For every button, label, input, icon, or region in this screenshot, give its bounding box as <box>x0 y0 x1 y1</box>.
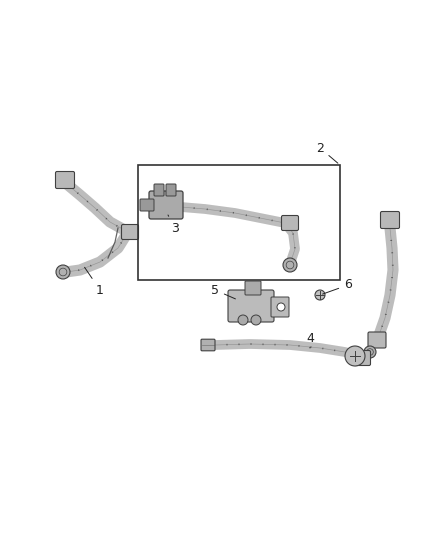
FancyBboxPatch shape <box>166 184 176 196</box>
Circle shape <box>286 261 294 269</box>
FancyBboxPatch shape <box>154 184 164 196</box>
Circle shape <box>364 346 376 358</box>
FancyBboxPatch shape <box>149 191 183 219</box>
Bar <box>138 165 340 280</box>
FancyBboxPatch shape <box>245 281 261 295</box>
Circle shape <box>238 315 248 325</box>
Text: 5: 5 <box>211 284 236 299</box>
Text: 2: 2 <box>316 141 338 163</box>
Circle shape <box>315 290 325 300</box>
Text: 3: 3 <box>168 215 179 235</box>
Text: 6: 6 <box>323 279 352 294</box>
Circle shape <box>277 303 285 311</box>
FancyBboxPatch shape <box>140 199 154 211</box>
Circle shape <box>56 265 70 279</box>
FancyBboxPatch shape <box>271 297 289 317</box>
FancyBboxPatch shape <box>282 215 299 230</box>
FancyBboxPatch shape <box>201 339 215 351</box>
FancyBboxPatch shape <box>353 351 371 366</box>
Circle shape <box>59 268 67 276</box>
Circle shape <box>251 315 261 325</box>
FancyBboxPatch shape <box>368 332 386 348</box>
Circle shape <box>367 349 373 356</box>
Circle shape <box>283 258 297 272</box>
FancyBboxPatch shape <box>228 290 274 322</box>
Text: 4: 4 <box>306 332 314 348</box>
FancyBboxPatch shape <box>121 224 138 239</box>
Circle shape <box>345 346 365 366</box>
FancyBboxPatch shape <box>56 172 74 189</box>
Text: 1: 1 <box>85 267 104 296</box>
FancyBboxPatch shape <box>381 212 399 229</box>
